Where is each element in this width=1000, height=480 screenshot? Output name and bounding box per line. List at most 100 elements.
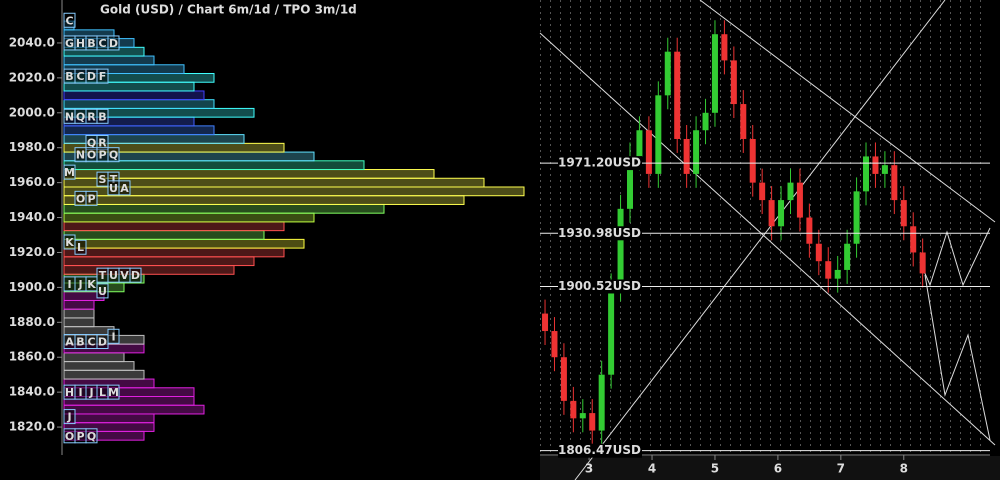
tpo-letter: K	[65, 236, 74, 249]
candle-body	[749, 138, 756, 183]
tpo-letter: L	[99, 386, 106, 399]
projection	[924, 274, 991, 441]
y-tick-label: 1880.0	[9, 315, 55, 329]
tpo-letter: Q	[87, 430, 96, 443]
candle-body	[579, 413, 586, 419]
tpo-letter: G	[65, 37, 74, 50]
candle-body	[693, 130, 700, 174]
level-label-bg	[558, 279, 642, 294]
y-tick-label: 1840.0	[9, 385, 55, 399]
tpo-letter: Q	[109, 149, 118, 162]
candle-body	[759, 182, 766, 201]
tpo-row	[63, 299, 95, 310]
level-label-bg	[558, 443, 642, 458]
y-tick-label: 1940.0	[9, 210, 55, 224]
tpo-letter: B	[98, 110, 106, 123]
tpo-box	[85, 428, 98, 444]
tpo-box	[107, 384, 120, 400]
candle-body	[645, 130, 652, 174]
tpo-box	[118, 180, 131, 196]
tpo-letter: V	[120, 269, 129, 282]
tpo-letter: L	[77, 241, 84, 254]
tpo-letter: K	[87, 278, 96, 291]
tpo-letter: T	[99, 269, 107, 282]
candle-body	[655, 95, 662, 174]
tpo-box	[129, 267, 142, 283]
trend-line	[699, 0, 996, 223]
tpo-letter: I	[78, 386, 82, 399]
tpo-letter: B	[87, 37, 95, 50]
tpo-letter: Q	[76, 110, 85, 123]
tpo-letter: P	[87, 192, 95, 205]
tpo-letter: C	[76, 70, 84, 83]
candle-body	[598, 374, 605, 431]
candle-body	[627, 156, 633, 209]
tpo-letter: O	[65, 430, 74, 443]
tpo-box	[96, 283, 109, 299]
tpo-letter: T	[110, 173, 118, 186]
y-tick-label: 1860.0	[9, 350, 55, 364]
candle-body	[589, 413, 596, 431]
candle-body	[683, 138, 690, 174]
tpo-row	[63, 55, 155, 66]
tpo-letter: H	[76, 37, 85, 50]
tpo-row	[63, 221, 285, 232]
tpo-letter: R	[87, 110, 96, 123]
x-tick-label: 7	[837, 462, 845, 476]
x-tick-label: 3	[585, 462, 593, 476]
y-tick-label: 1980.0	[9, 140, 55, 154]
tpo-row	[63, 212, 315, 223]
tpo-letter: A	[120, 182, 129, 195]
candle-body	[636, 130, 643, 157]
tpo-box	[96, 108, 109, 124]
tpo-row	[63, 361, 135, 371]
tpo-row	[63, 369, 145, 380]
candle-body	[570, 400, 577, 419]
tpo-letter: A	[65, 336, 74, 349]
candle-body	[617, 208, 624, 288]
candle-body	[778, 200, 785, 227]
tpo-box	[96, 334, 109, 350]
tpo-letter: C	[87, 336, 95, 349]
tpo-row	[63, 195, 465, 205]
tpo-row	[63, 413, 155, 424]
y-tick-label: 2040.0	[9, 35, 55, 49]
candle-body	[740, 104, 747, 139]
tpo-row	[63, 317, 95, 328]
candle-body	[721, 34, 728, 61]
candle-body	[796, 182, 803, 218]
candle-body	[806, 217, 813, 244]
candle-body	[881, 165, 888, 174]
tpo-row	[63, 99, 215, 109]
candle-body	[702, 112, 709, 131]
tpo-letter: I	[111, 330, 115, 343]
y-tick-label: 1960.0	[9, 175, 55, 189]
tpo-letter: C	[98, 37, 106, 50]
candle-body	[900, 200, 907, 227]
trend-lines	[539, 0, 996, 480]
tpo-row	[63, 265, 235, 275]
x-tick-label: 4	[648, 462, 656, 476]
candle-body	[664, 51, 671, 96]
tpo-box	[96, 68, 109, 84]
trend-line	[539, 32, 996, 446]
x-tick-label: 5	[711, 462, 719, 476]
tpo-letter: O	[76, 192, 85, 205]
projection	[919, 227, 991, 287]
tpo-letter: U	[109, 182, 118, 195]
y-tick-label: 1920.0	[9, 245, 55, 259]
y-tick-label: 2020.0	[9, 70, 55, 84]
level-label: 1971.20USD	[558, 156, 641, 170]
chart-title: Gold (USD) / Chart 6m/1d / TPO 3m/1d	[100, 3, 357, 17]
tpo-letter: R	[98, 136, 107, 149]
tpo-letter: S	[99, 173, 107, 186]
tpo-letter: J	[88, 386, 93, 399]
tpo-letter: M	[64, 166, 75, 179]
tpo-letter: M	[108, 386, 119, 399]
candle-body	[853, 191, 860, 244]
level-label: 1900.52USD	[558, 279, 641, 293]
tpo-box	[85, 190, 98, 206]
x-tick-label: 8	[900, 462, 908, 476]
tpo-letter: I	[67, 278, 71, 291]
